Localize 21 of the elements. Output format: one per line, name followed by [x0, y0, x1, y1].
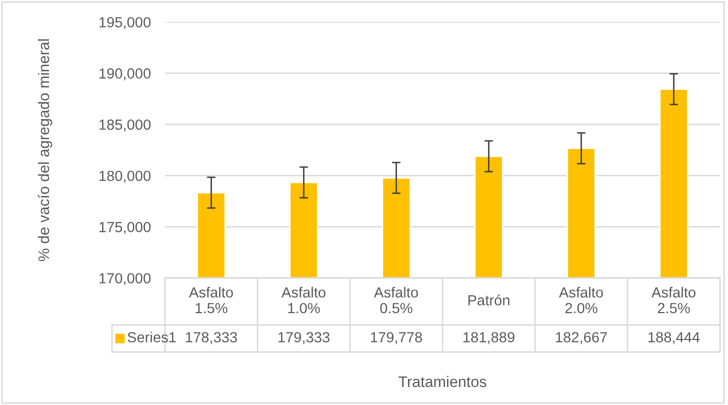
data-label: 178,333: [186, 332, 237, 344]
y-axis-title: % de vacío del agregado mineral: [38, 39, 52, 262]
x-tick-label: Asfalto 0.5%: [374, 286, 418, 314]
x-tick-label: Asfalto 2.0%: [558, 286, 603, 314]
x-tick-label: Asfalto 1.5%: [188, 286, 233, 314]
x-tick-label: Asfalto 2.5%: [651, 286, 696, 314]
y-tick-label: 195,000: [100, 17, 151, 30]
data-label: 179,333: [278, 332, 330, 344]
data-label: 188,444: [648, 332, 700, 344]
data-label: 182,667: [556, 332, 607, 344]
y-tick-label: 175,000: [100, 222, 151, 234]
legend-label: Series1: [128, 332, 176, 342]
x-axis-title: Tratamientos: [398, 376, 486, 388]
data-label: 179,778: [371, 332, 422, 344]
data-label: 181,889: [464, 332, 514, 344]
x-tick-label: Asfalto 1.0%: [281, 286, 326, 314]
y-tick-label: 180,000: [100, 170, 151, 183]
x-tick-label: Patrón: [468, 294, 510, 306]
y-tick-label: 190,000: [100, 68, 151, 80]
y-tick-label: 185,000: [100, 120, 151, 132]
y-tick-label: 170,000: [100, 273, 151, 286]
